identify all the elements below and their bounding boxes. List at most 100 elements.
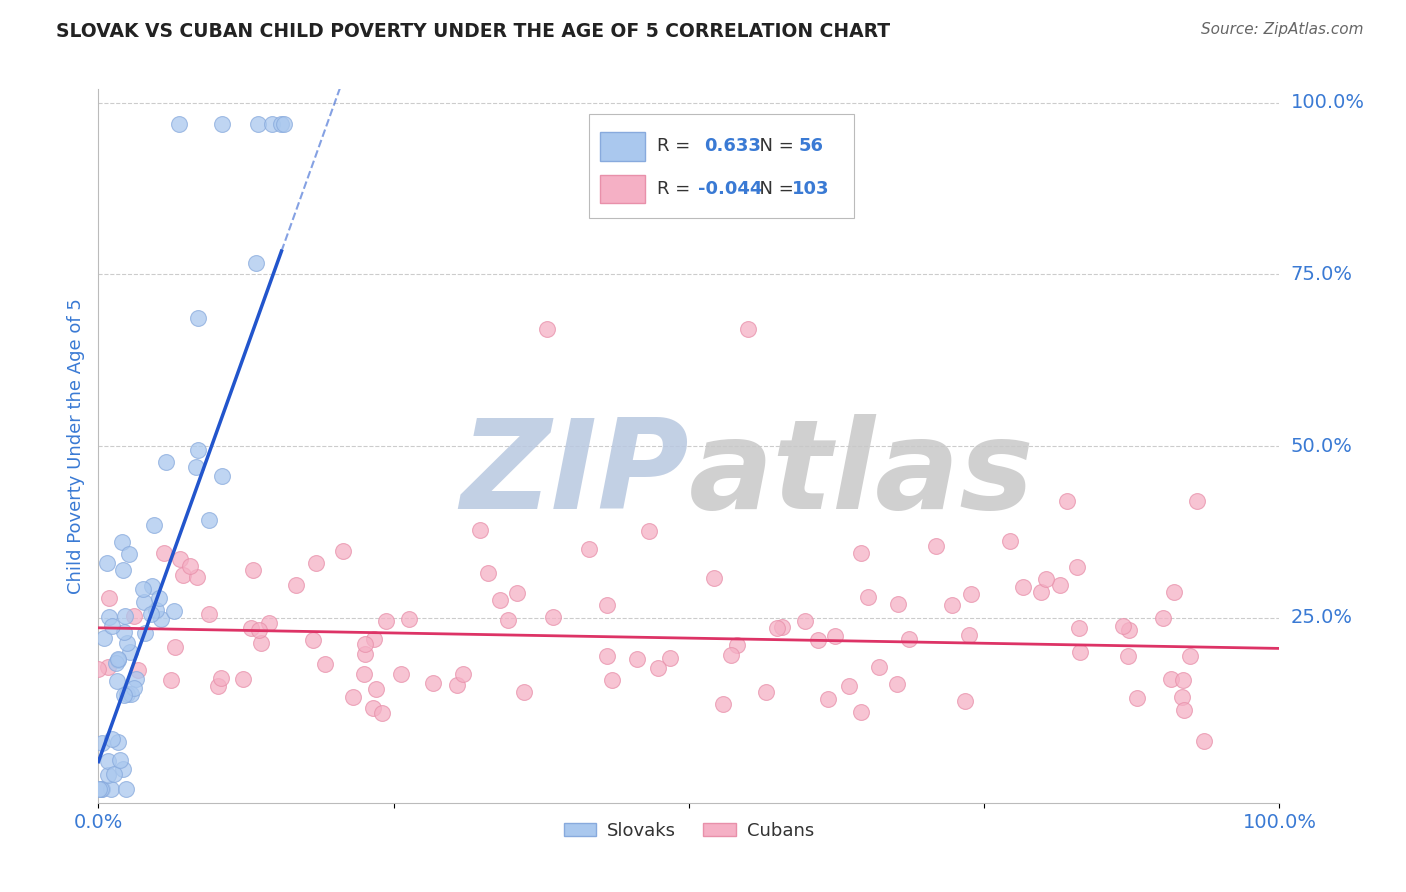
Point [960, 587, 983, 601]
Point [112, 688, 135, 702]
Point [112, 563, 135, 577]
Point [886, 598, 908, 612]
Point [941, 598, 963, 612]
Point [1116, 649, 1139, 664]
Point [134, 626, 156, 640]
Point [90, 782, 112, 797]
Point [103, 767, 125, 781]
Point [148, 591, 170, 606]
Point [143, 518, 166, 533]
Point [314, 657, 336, 672]
Point [270, 116, 292, 130]
Point [107, 653, 129, 667]
Point [361, 701, 384, 715]
Point [332, 544, 354, 558]
Point [96, 556, 118, 570]
Point [139, 607, 162, 621]
Point [100, 619, 122, 633]
Point [770, 619, 793, 633]
Point [98, 591, 121, 606]
Point [1178, 649, 1201, 664]
Point [851, 706, 873, 720]
Point [422, 676, 444, 690]
Point [120, 645, 142, 659]
Point [284, 578, 307, 592]
Point [131, 582, 153, 596]
Point [1163, 584, 1185, 599]
Point [179, 559, 201, 574]
Point [856, 590, 879, 604]
Point [114, 609, 136, 624]
Point [1152, 611, 1174, 625]
Point [1173, 703, 1195, 717]
Point [1012, 580, 1035, 594]
Point [957, 628, 980, 642]
Point [246, 116, 269, 130]
Point [1035, 572, 1057, 586]
Point [817, 692, 839, 706]
Point [167, 116, 190, 130]
Point [90, 782, 112, 797]
Point [838, 679, 860, 693]
Point [245, 256, 267, 270]
Point [211, 116, 233, 130]
Text: N =: N = [748, 180, 800, 198]
Point [98, 610, 121, 624]
Point [145, 602, 167, 616]
Point [371, 706, 394, 721]
Text: -0.044: -0.044 [699, 180, 763, 198]
Text: R =: R = [657, 137, 702, 155]
Text: 100.0%: 100.0% [1291, 94, 1365, 112]
Point [626, 652, 648, 666]
Point [122, 681, 145, 695]
Point [105, 673, 128, 688]
Point [602, 673, 624, 687]
Point [97, 768, 120, 782]
Point [398, 612, 420, 626]
Point [375, 614, 398, 628]
Point [112, 762, 135, 776]
Point [122, 608, 145, 623]
Point [647, 661, 669, 675]
Point [886, 677, 908, 691]
Point [127, 663, 149, 677]
Point [578, 542, 600, 557]
Point [305, 556, 328, 570]
Point [1069, 644, 1091, 658]
Text: Source: ZipAtlas.com: Source: ZipAtlas.com [1201, 22, 1364, 37]
Text: 50.0%: 50.0% [1291, 436, 1353, 456]
Point [389, 666, 412, 681]
Point [658, 651, 681, 665]
Point [807, 633, 830, 648]
Point [703, 571, 725, 585]
Point [110, 754, 132, 768]
Point [446, 677, 468, 691]
Point [198, 513, 221, 527]
Point [211, 469, 233, 483]
Point [1049, 577, 1071, 591]
Point [232, 672, 254, 686]
Point [107, 651, 129, 665]
Point [1112, 619, 1135, 633]
Point [207, 679, 229, 693]
Point [100, 782, 122, 797]
Point [107, 735, 129, 749]
Point [720, 648, 742, 662]
Point [114, 624, 136, 639]
Point [118, 547, 141, 561]
Point [105, 656, 128, 670]
Point [596, 649, 619, 664]
Point [1171, 673, 1194, 687]
Point [247, 623, 270, 637]
Point [97, 660, 120, 674]
Point [120, 687, 142, 701]
Point [364, 682, 387, 697]
Point [301, 632, 323, 647]
Point [363, 632, 385, 646]
Point [1126, 690, 1149, 705]
Point [596, 598, 619, 612]
Point [187, 310, 209, 325]
FancyBboxPatch shape [589, 114, 855, 218]
Point [496, 614, 519, 628]
Point [1171, 690, 1194, 704]
